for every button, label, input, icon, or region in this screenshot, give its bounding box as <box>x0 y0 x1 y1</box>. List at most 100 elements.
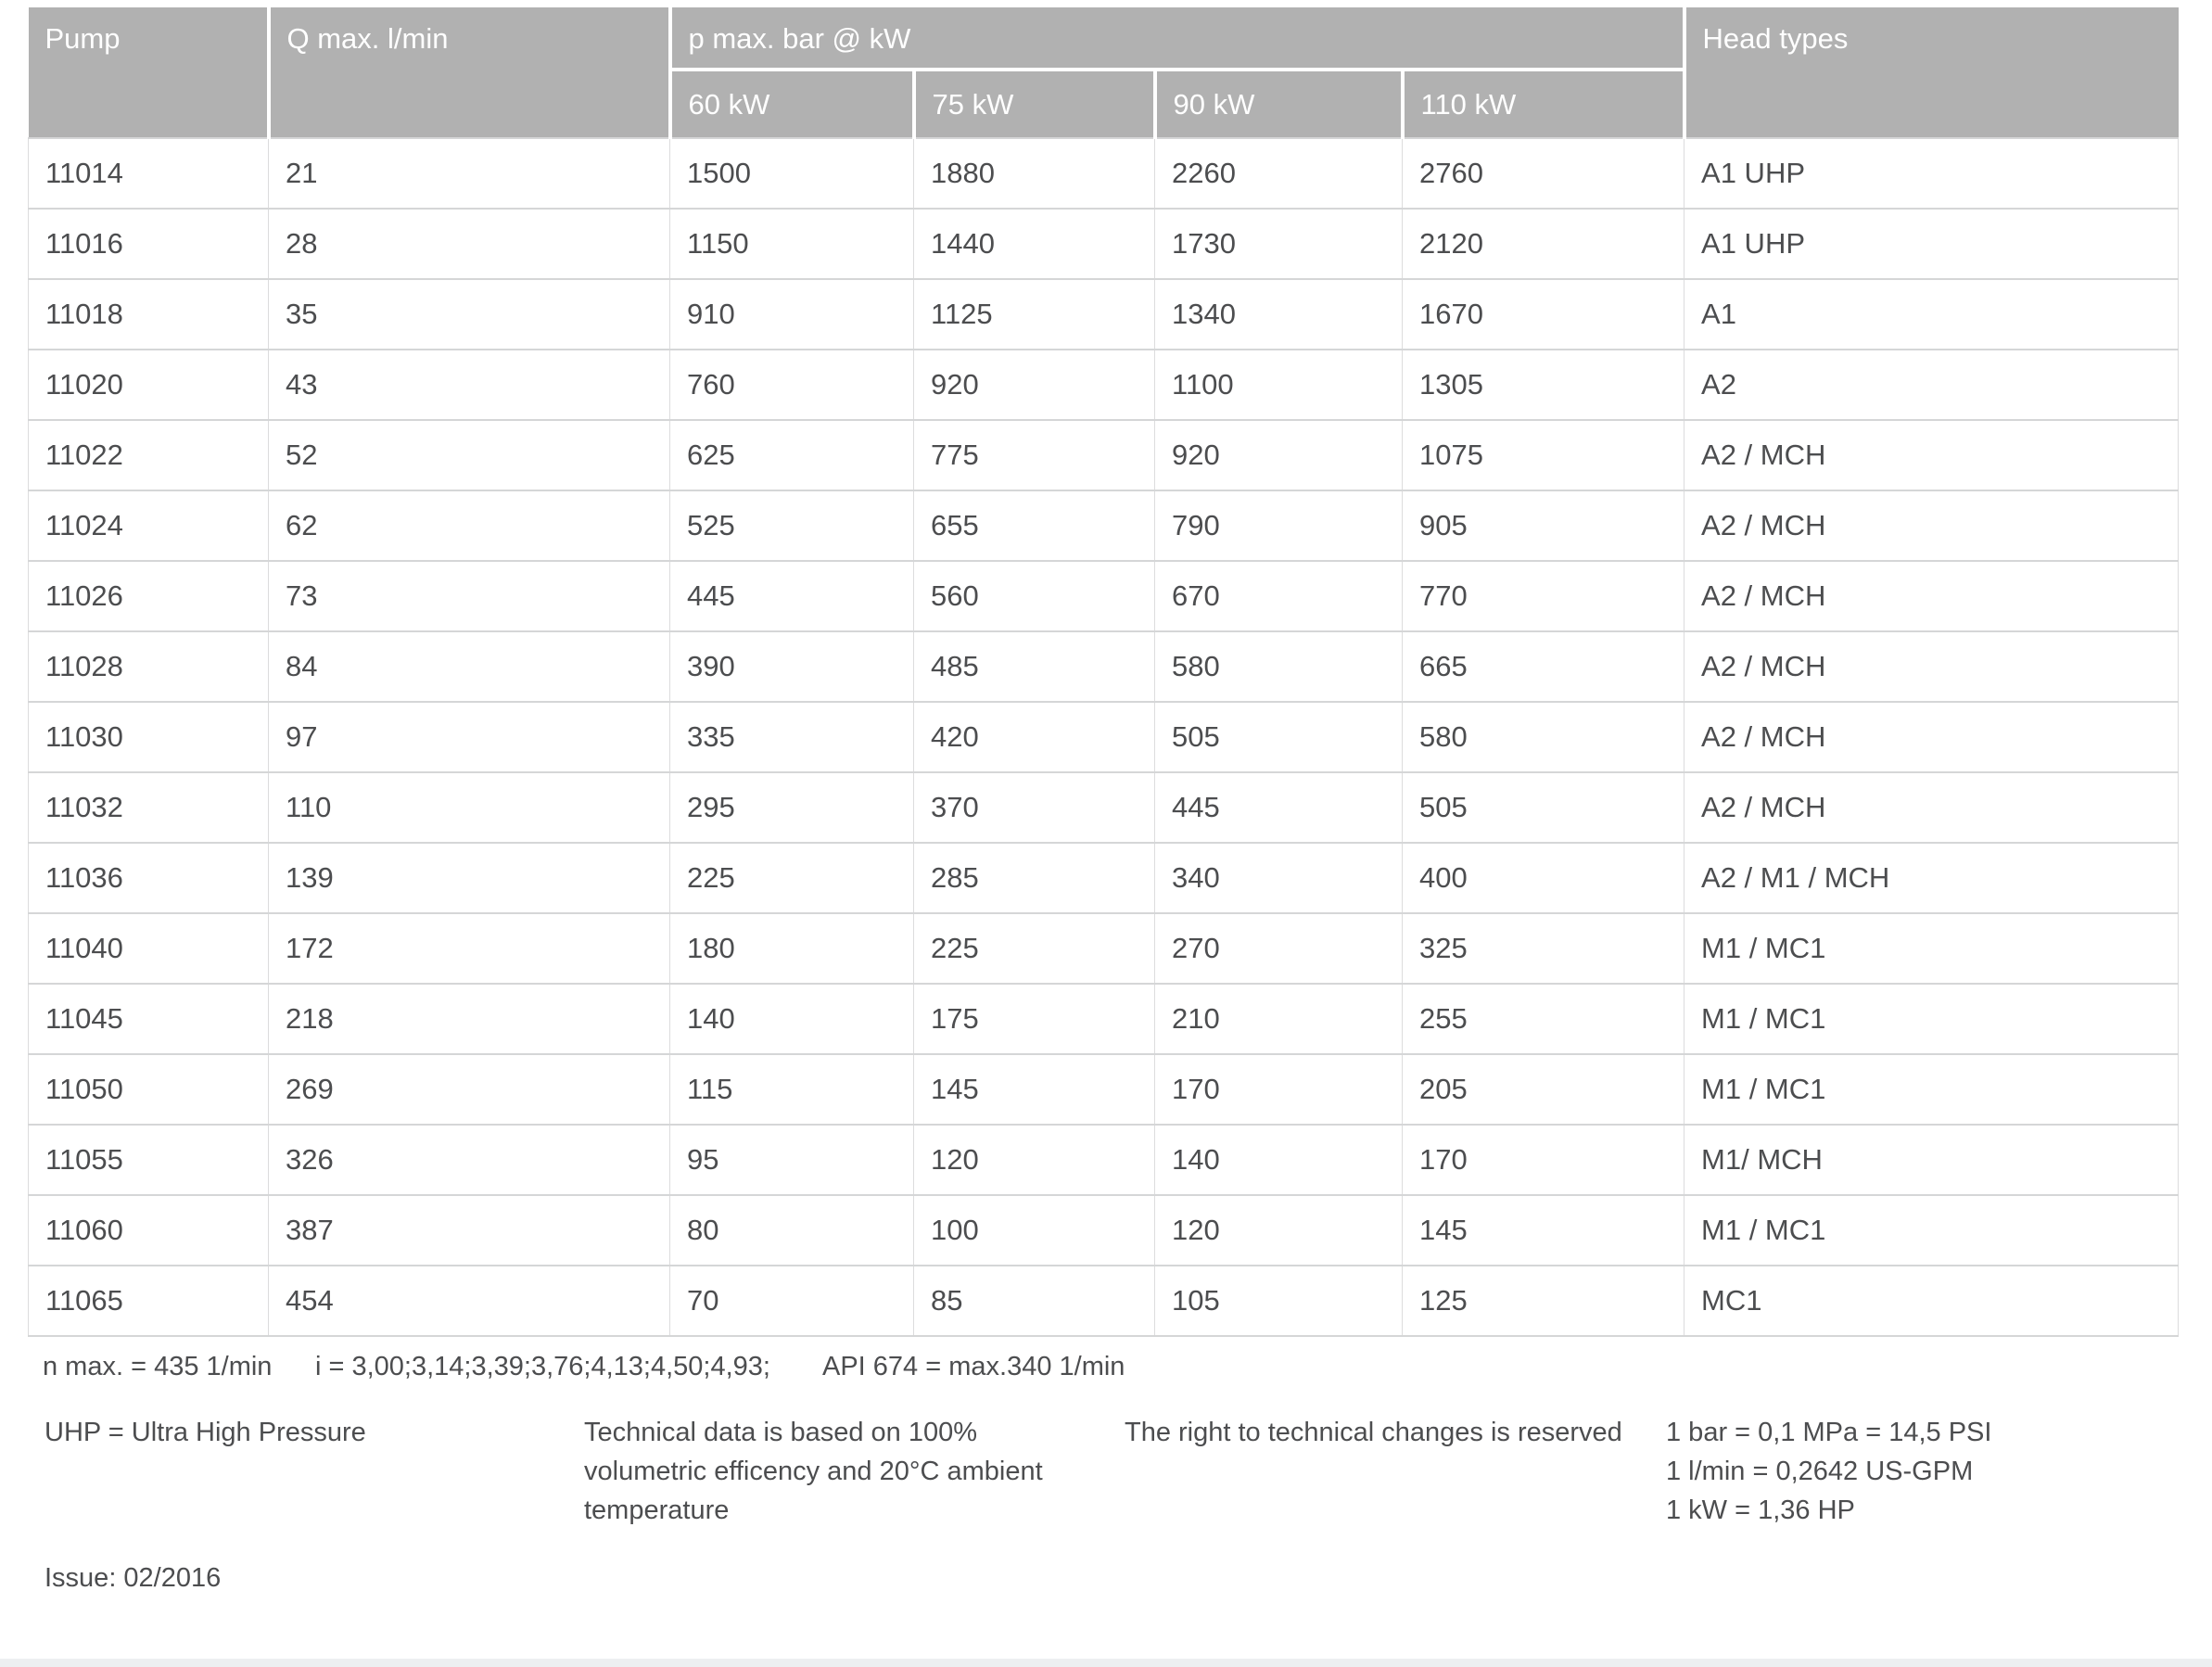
conversion-bar: 1 bar = 0,1 MPa = 14,5 PSI <box>1666 1418 1992 1447</box>
note-rights: The right to technical changes is reserv… <box>1125 1418 1622 1447</box>
cell-p-90kw: 920 <box>1154 419 1403 491</box>
cell-pump-model: 11016 <box>28 208 269 280</box>
cell-p-60kw: 1500 <box>669 137 914 210</box>
header-row-main: Pump Q max. l/min p max. bar @ kW Head t… <box>28 7 2179 139</box>
cell-pump-model: 11014 <box>28 137 269 210</box>
cell-p-90kw: 505 <box>1154 701 1403 773</box>
cell-head-types: A2 <box>1684 349 2180 421</box>
table-row: 11060 387 80 100 120 145 M1 / MC1 <box>28 1194 2180 1266</box>
cell-p-75kw: 285 <box>913 842 1155 914</box>
cell-p-60kw: 95 <box>669 1124 914 1196</box>
footnote-n-max: n max. = 435 1/min <box>43 1352 273 1381</box>
cell-p-75kw: 370 <box>913 771 1155 844</box>
col-header-90kw: 90 kW <box>1152 70 1405 139</box>
cell-p-60kw: 80 <box>669 1194 914 1266</box>
cell-p-75kw: 1880 <box>913 137 1155 210</box>
cell-head-types: A2 / M1 / MCH <box>1684 842 2180 914</box>
cell-pump-model: 11018 <box>28 278 269 350</box>
cell-q-max: 97 <box>268 701 670 773</box>
cell-q-max: 43 <box>268 349 670 421</box>
cell-p-75kw: 775 <box>913 419 1155 491</box>
table-row: 11036 139 225 285 340 400 A2 / M1 / MCH <box>28 842 2180 914</box>
cell-pump-model: 11020 <box>28 349 269 421</box>
cell-p-110kw: 2760 <box>1401 137 1685 210</box>
cell-p-60kw: 1150 <box>669 208 914 280</box>
cell-pump-model: 11060 <box>28 1194 269 1266</box>
col-header-60kw: 60 kW <box>667 70 916 139</box>
cell-q-max: 454 <box>268 1265 670 1337</box>
cell-p-110kw: 170 <box>1401 1124 1685 1196</box>
cell-pump-model: 11022 <box>28 419 269 491</box>
cell-q-max: 387 <box>268 1194 670 1266</box>
pump-spec-table: Pump Q max. l/min p max. bar @ kW Head t… <box>28 7 2180 1337</box>
cell-p-90kw: 1340 <box>1154 278 1403 350</box>
cell-p-110kw: 905 <box>1401 490 1685 562</box>
table-row: 11045 218 140 175 210 255 M1 / MC1 <box>28 983 2180 1055</box>
table-row: 11024 62 525 655 790 905 A2 / MCH <box>28 490 2180 562</box>
notes-block: UHP = Ultra High Pressure Technical data… <box>0 1413 2212 1530</box>
cell-p-75kw: 145 <box>913 1053 1155 1126</box>
header-row-kw: 60 kW 75 kW 90 kW 110 kW <box>29 70 2179 139</box>
cell-head-types: A1 <box>1684 278 2180 350</box>
table-row: 11030 97 335 420 505 580 A2 / MCH <box>28 701 2180 773</box>
cell-p-110kw: 505 <box>1401 771 1685 844</box>
cell-p-60kw: 115 <box>669 1053 914 1126</box>
col-header-pmax: p max. bar @ kW <box>667 7 1686 71</box>
cell-p-60kw: 760 <box>669 349 914 421</box>
cell-p-110kw: 1075 <box>1401 419 1685 491</box>
footnote-api: API 674 = max.340 1/min <box>822 1352 1125 1381</box>
conversion-kw: 1 kW = 1,36 HP <box>1666 1495 1855 1525</box>
cell-p-75kw: 655 <box>913 490 1155 562</box>
cell-p-90kw: 340 <box>1154 842 1403 914</box>
cell-p-110kw: 205 <box>1401 1053 1685 1126</box>
col-header-head-types: Head types <box>1682 7 2179 139</box>
table-row: 11050 269 115 145 170 205 M1 / MC1 <box>28 1053 2180 1126</box>
table-row: 11014 21 1500 1880 2260 2760 A1 UHP <box>28 137 2180 210</box>
cell-p-75kw: 420 <box>913 701 1155 773</box>
cell-q-max: 269 <box>268 1053 670 1126</box>
cell-p-60kw: 70 <box>669 1265 914 1337</box>
cell-p-60kw: 445 <box>669 560 914 632</box>
footnote-line: n max. = 435 1/min i = 3,00;3,14;3,39;3,… <box>0 1352 2212 1385</box>
cell-p-90kw: 210 <box>1154 983 1403 1055</box>
cell-q-max: 139 <box>268 842 670 914</box>
cell-head-types: M1 / MC1 <box>1684 1053 2180 1126</box>
cell-p-75kw: 920 <box>913 349 1155 421</box>
note-technical-line2: volumetric efficency and 20°C ambient <box>584 1457 1043 1486</box>
table-row: 11040 172 180 225 270 325 M1 / MC1 <box>28 912 2180 985</box>
cell-head-types: A2 / MCH <box>1684 771 2180 844</box>
cell-p-90kw: 120 <box>1154 1194 1403 1266</box>
cell-head-types: A1 UHP <box>1684 137 2180 210</box>
table-row: 11028 84 390 485 580 665 A2 / MCH <box>28 630 2180 703</box>
cell-q-max: 28 <box>268 208 670 280</box>
cell-pump-model: 11055 <box>28 1124 269 1196</box>
cell-pump-model: 11032 <box>28 771 269 844</box>
cell-head-types: M1 / MC1 <box>1684 912 2180 985</box>
cell-head-types: M1 / MC1 <box>1684 1194 2180 1266</box>
col-header-qmax: Q max. l/min <box>266 7 672 139</box>
pump-table-body: 11014 21 1500 1880 2260 2760 A1 UHP 1101… <box>28 137 2180 1337</box>
cell-p-110kw: 770 <box>1401 560 1685 632</box>
cell-p-60kw: 225 <box>669 842 914 914</box>
table-row: 11032 110 295 370 445 505 A2 / MCH <box>28 771 2180 844</box>
cell-p-110kw: 325 <box>1401 912 1685 985</box>
conversion-lmin: 1 l/min = 0,2642 US-GPM <box>1666 1457 1974 1486</box>
table-row: 11018 35 910 1125 1340 1670 A1 <box>28 278 2180 350</box>
note-technical-line1: Technical data is based on 100% <box>584 1418 978 1447</box>
cell-pump-model: 11045 <box>28 983 269 1055</box>
table-row: 11016 28 1150 1440 1730 2120 A1 UHP <box>28 208 2180 280</box>
cell-p-60kw: 910 <box>669 278 914 350</box>
col-header-pump: Pump <box>28 7 271 139</box>
cell-p-75kw: 1125 <box>913 278 1155 350</box>
cell-q-max: 62 <box>268 490 670 562</box>
cell-p-60kw: 335 <box>669 701 914 773</box>
cell-head-types: M1/ MCH <box>1684 1124 2180 1196</box>
note-conversions: 1 bar = 0,1 MPa = 14,5 PSI 1 l/min = 0,2… <box>1666 1413 1991 1530</box>
col-header-75kw: 75 kW <box>911 70 1157 139</box>
cell-pump-model: 11065 <box>28 1265 269 1337</box>
note-technical-line3: temperature <box>584 1495 730 1525</box>
cell-p-90kw: 1730 <box>1154 208 1403 280</box>
cell-p-110kw: 2120 <box>1401 208 1685 280</box>
cell-p-60kw: 140 <box>669 983 914 1055</box>
